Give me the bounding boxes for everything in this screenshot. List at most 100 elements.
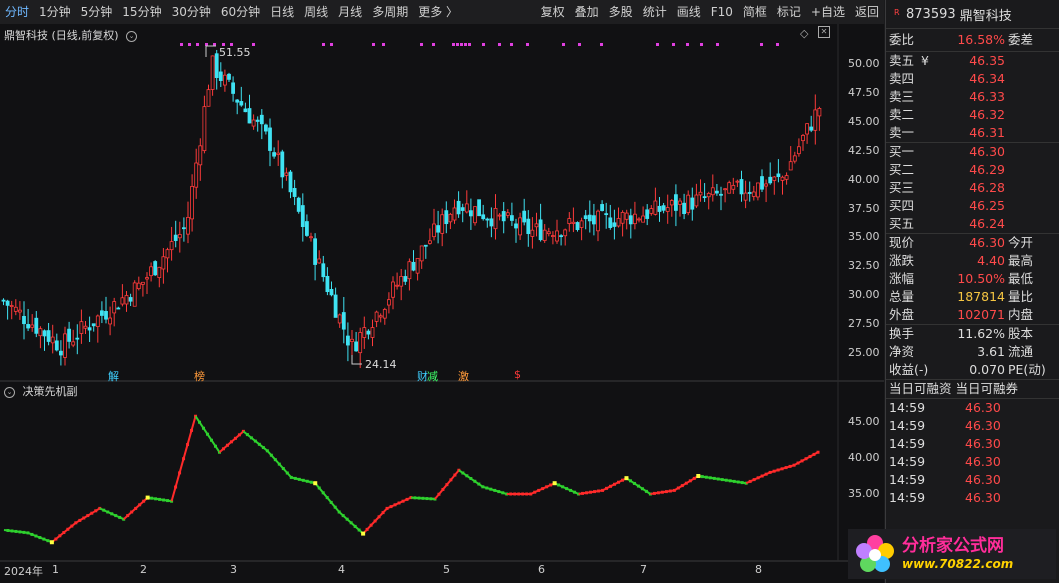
weicha-label: 委差 [1008,32,1034,47]
tick-row[interactable]: 14:59 46.30 [886,417,1059,435]
indicator-segment [170,486,177,502]
bid-label: 买一 [889,144,915,159]
tick-row[interactable]: 14:59 46.30 [886,471,1059,489]
candle-body [22,315,26,325]
indicator-segment [178,458,185,474]
tool-button[interactable]: 简框 [742,5,767,19]
candle-body [374,311,379,322]
candle-body [34,317,39,334]
signal-dot [700,43,703,46]
tick-row[interactable]: 14:59 46.30 [886,435,1059,453]
period-tab[interactable]: 1分钟 [39,5,71,19]
tick-price: 46.30 [965,490,1001,505]
period-tab[interactable]: 更多 〉 [418,5,459,19]
ask-label: 卖五 [889,53,915,68]
candle-body [202,106,207,152]
candle-body [665,207,670,212]
candle-body [136,282,141,290]
candle-body [690,197,695,210]
bid-row[interactable]: 买一 46.30 [886,143,1059,161]
stats-row[interactable]: 净资 3.61 流通 [886,343,1059,361]
signal-dot [252,43,255,46]
bid-row[interactable]: 买二 46.29 [886,161,1059,179]
ask-row[interactable]: 卖四 46.34 [886,70,1059,88]
event-marker[interactable]: 财 [417,370,428,383]
candle-body [145,277,149,280]
candle-body [604,213,609,216]
ask-row[interactable]: 卖一 46.31 [886,124,1059,142]
candle-body [596,210,600,232]
candle-body [440,214,445,234]
tick-row[interactable]: 14:59 46.30 [886,399,1059,417]
event-marker[interactable]: 解 [108,370,119,383]
chevron-down-icon[interactable]: ⌄ [4,386,15,398]
y-tick-label: 45.00 [848,415,880,428]
event-marker[interactable]: $ [514,368,521,381]
tool-button[interactable]: 复权 [540,5,565,19]
candle-body [817,108,822,117]
candle-body [386,299,391,306]
quote-row[interactable]: 涨跌 4.40 最高 [886,252,1059,270]
candle-body [186,216,190,235]
candle-body [493,207,498,230]
tool-button[interactable]: 返回 [854,5,879,19]
period-tab[interactable]: 分时 [5,5,30,19]
tool-button[interactable]: +自选 [810,5,845,19]
event-marker[interactable]: 榜 [194,370,205,383]
indicator-segment [190,415,197,431]
tool-button[interactable]: 画线 [676,5,701,19]
tool-button[interactable]: 多股 [608,5,633,19]
period-tab[interactable]: 周线 [304,5,329,19]
candle-body [686,194,691,214]
candle-body [423,244,428,247]
stats-row[interactable]: 换手 11.62% 股本 [886,325,1059,343]
signal-dot [760,43,763,46]
candle-body [38,328,43,337]
quote-row[interactable]: 现价 46.30 今开 [886,234,1059,252]
candle-body [674,194,678,211]
period-tab[interactable]: 60分钟 [220,5,261,19]
kline-chart[interactable] [0,0,884,583]
candle-body [100,310,104,316]
signal-dot [578,43,581,46]
candle-body [407,261,412,280]
bid-row[interactable]: 买三 46.28 [886,179,1059,197]
bid-row[interactable]: 买五 46.24 [886,215,1059,233]
stats-row[interactable]: 收益(-) 0.070 PE(动) [886,361,1059,379]
candle-body [633,213,637,225]
bid-row[interactable]: 买四 46.25 [886,197,1059,215]
event-marker[interactable]: 减 [427,370,438,383]
tool-button[interactable]: 叠加 [574,5,599,19]
ask-row[interactable]: 卖三 46.33 [886,88,1059,106]
close-icon[interactable]: ✕ [818,26,830,38]
event-marker[interactable]: 激 [458,370,469,383]
tick-row[interactable]: 14:59 46.30 [886,489,1059,507]
period-tab[interactable]: 30分钟 [171,5,211,19]
tool-button[interactable]: 统计 [642,5,667,19]
y-tick-label: 35.00 [848,230,880,244]
quote-row[interactable]: 外盘 102071 内盘 [886,306,1059,324]
candle-body [805,123,809,135]
candle-body [571,221,576,224]
candle-body [522,210,527,223]
x-tick-label: 1 [52,563,59,576]
quote-row[interactable]: 涨幅 10.50% 最低 [886,270,1059,288]
ask-row[interactable]: 卖五 ¥46.35 [886,52,1059,70]
tool-button[interactable]: F10 [710,5,733,19]
candle-body [210,55,215,90]
period-tab[interactable]: 5分钟 [80,5,113,19]
tick-row[interactable]: 14:59 46.30 [886,453,1059,471]
candle-body [284,172,289,176]
tool-button[interactable]: 标记 [776,5,801,19]
period-tab[interactable]: 日线 [270,5,295,19]
period-tab[interactable]: 多周期 [372,5,409,19]
diamond-icon[interactable]: ◇ [800,27,809,40]
chevron-down-icon[interactable]: ⌄ [126,30,138,42]
ask-label: 卖一 [889,125,915,140]
period-tab[interactable]: 月线 [338,5,363,19]
period-tab[interactable]: 15分钟 [122,5,162,19]
candle-body [345,335,350,346]
candle-body [768,176,773,184]
quote-row[interactable]: 总量 187814 量比 [886,288,1059,306]
ask-row[interactable]: 卖二 46.32 [886,106,1059,124]
